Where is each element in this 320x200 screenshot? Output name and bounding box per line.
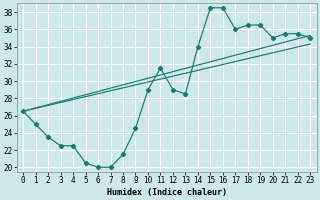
X-axis label: Humidex (Indice chaleur): Humidex (Indice chaleur) (107, 188, 227, 197)
